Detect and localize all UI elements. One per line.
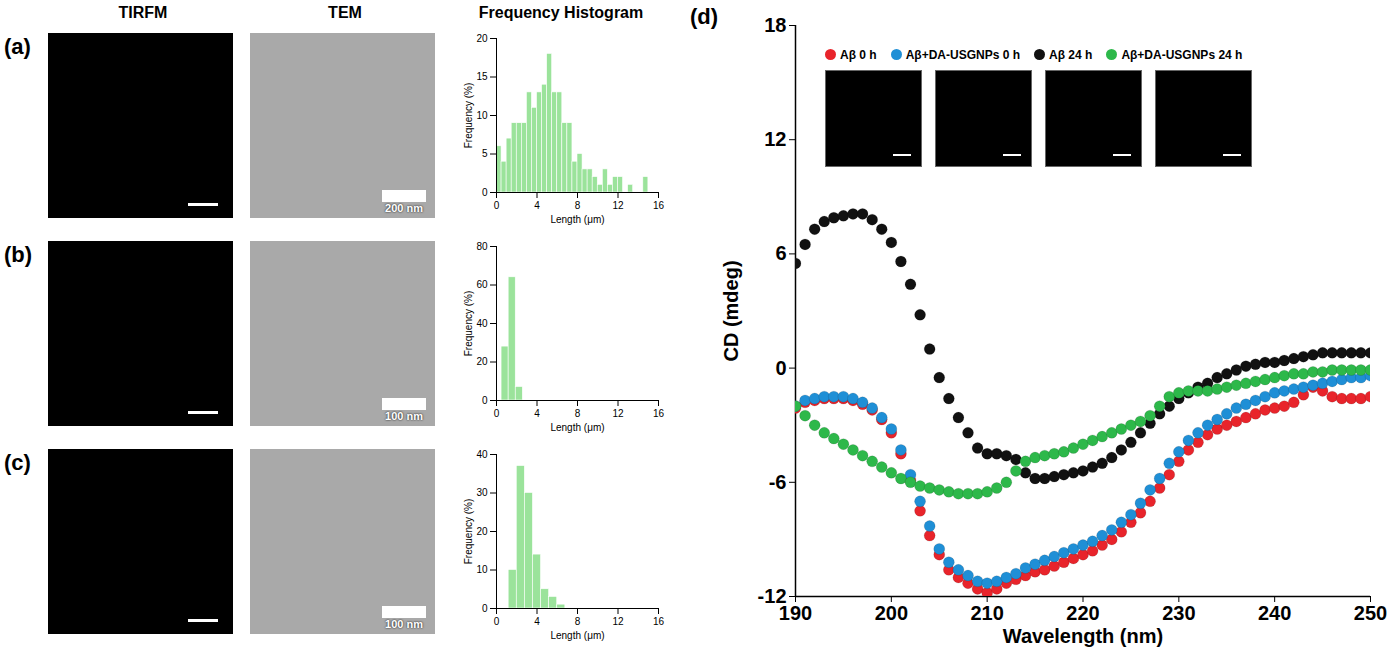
svg-text:10: 10 [476, 110, 488, 121]
svg-text:Length (μm): Length (μm) [550, 630, 604, 641]
html-text:Frequency Histogram: Frequency Histogram [478, 4, 644, 21]
svg-text:Frequency (%): Frequency (%) [463, 83, 474, 149]
html-text:Aβ 0 h: Aβ 0 h [840, 48, 877, 62]
svg-text:240: 240 [1258, 602, 1291, 624]
svg-text:0: 0 [494, 200, 500, 211]
svg-text:8: 8 [575, 616, 581, 627]
svg-text:-6: -6 [769, 471, 787, 493]
svg-text:80: 80 [476, 241, 488, 252]
svg-text:-12: -12 [757, 584, 787, 607]
svg-text:20: 20 [476, 356, 488, 367]
svg-text:12: 12 [612, 408, 624, 419]
html-text:Aβ+DA-USGNPs 24 h: Aβ+DA-USGNPs 24 h [1121, 48, 1243, 62]
svg-text:0: 0 [482, 187, 488, 198]
svg-text:4: 4 [534, 616, 540, 627]
svg-text:0: 0 [482, 603, 488, 614]
svg-text:4: 4 [534, 200, 540, 211]
html-text:TEM: TEM [328, 4, 362, 21]
svg-text:0: 0 [494, 616, 500, 627]
svg-text:20: 20 [476, 526, 488, 537]
html-text:(c): (c) [4, 450, 31, 475]
svg-text:8: 8 [575, 408, 581, 419]
svg-text:210: 210 [970, 602, 1003, 624]
html-text:(d): (d) [690, 4, 719, 29]
svg-text:12: 12 [764, 128, 786, 150]
svg-text:230: 230 [1162, 602, 1195, 624]
svg-text:10: 10 [476, 564, 488, 575]
svg-text:16: 16 [653, 408, 665, 419]
html-text:100 nm: 100 nm [385, 618, 423, 630]
svg-text:12: 12 [612, 200, 624, 211]
html-text:(a): (a) [4, 34, 31, 59]
svg-text:220: 220 [1066, 602, 1099, 624]
html-text:(b): (b) [4, 242, 33, 267]
html-text:Aβ 24 h: Aβ 24 h [1049, 48, 1093, 62]
svg-text:20: 20 [476, 33, 488, 44]
svg-text:0: 0 [482, 395, 488, 406]
svg-text:Frequency (%): Frequency (%) [463, 499, 474, 565]
svg-text:0: 0 [494, 408, 500, 419]
svg-text:200: 200 [875, 602, 908, 624]
svg-text:250: 250 [1354, 602, 1387, 624]
svg-text:Frequency (%): Frequency (%) [463, 291, 474, 357]
svg-text:190: 190 [779, 602, 812, 624]
svg-text:30: 30 [476, 487, 488, 498]
svg-text:0: 0 [775, 357, 786, 379]
svg-text:16: 16 [653, 616, 665, 627]
html-text:200 nm: 200 nm [385, 202, 423, 214]
svg-text:8: 8 [575, 200, 581, 211]
svg-text:16: 16 [653, 200, 665, 211]
svg-text:40: 40 [476, 449, 488, 460]
svg-text:6: 6 [775, 242, 786, 264]
svg-text:Length (μm): Length (μm) [550, 422, 604, 433]
svg-text:60: 60 [476, 279, 488, 290]
html-text:Aβ+DA-USGNPs 0 h: Aβ+DA-USGNPs 0 h [905, 48, 1020, 62]
svg-text:Length (μm): Length (μm) [550, 214, 604, 225]
svg-text:15: 15 [476, 71, 488, 82]
svg-text:40: 40 [476, 318, 488, 329]
svg-text:5: 5 [482, 148, 488, 159]
svg-text:18: 18 [764, 14, 786, 36]
svg-text:12: 12 [612, 616, 624, 627]
html-text:100 nm: 100 nm [385, 410, 423, 422]
svg-text:CD (mdeg): CD (mdeg) [720, 260, 742, 361]
svg-text:Wavelength (nm): Wavelength (nm) [1003, 625, 1163, 647]
html-text:TIRFM: TIRFM [118, 4, 168, 21]
svg-text:4: 4 [534, 408, 540, 419]
